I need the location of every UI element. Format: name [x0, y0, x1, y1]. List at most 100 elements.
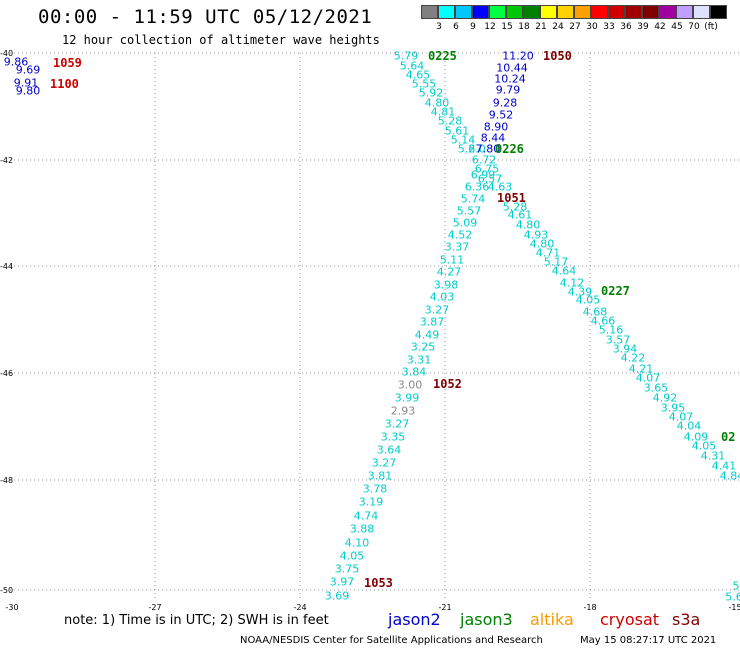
- scale-label: 36: [620, 22, 632, 32]
- wave-height-value: 4.05: [339, 549, 365, 563]
- wave-height-value: 3.99: [394, 391, 420, 405]
- pass-time-label: 1053: [364, 576, 393, 590]
- wave-height-value: 9.28: [492, 96, 518, 110]
- wave-height-value: 8.90: [483, 120, 509, 134]
- legend-entry-jason2: jason2: [388, 610, 441, 629]
- scale-swatch: [506, 5, 523, 19]
- wave-height-value: 3.81: [367, 469, 393, 483]
- latitude-label: -46: [0, 369, 14, 378]
- scale-swatch: [693, 5, 710, 19]
- latitude-label: -42: [0, 156, 14, 165]
- wave-height-value: 5.11: [439, 253, 465, 267]
- footer-note: note: 1) Time is in UTC; 2) SWH is in fe…: [64, 613, 329, 628]
- scale-swatch: [455, 5, 472, 19]
- scale-label: 27: [569, 22, 581, 32]
- wave-height-value: 5.74: [460, 192, 486, 206]
- latitude-label: -48: [0, 476, 14, 485]
- longitude-label: -27: [148, 603, 162, 612]
- wave-height-value: 6.36: [464, 180, 490, 194]
- wave-height-value: 4.63: [487, 180, 513, 194]
- wave-height-value: 4.71: [535, 246, 561, 260]
- wave-height-value: 5.57: [456, 204, 482, 218]
- wave-height-value: 4.68: [582, 305, 608, 319]
- longitude-label: -24: [293, 603, 307, 612]
- wave-height-value: 3.37: [444, 240, 470, 254]
- scale-label: 45: [671, 22, 683, 32]
- wave-height-value: 3.57: [605, 333, 631, 347]
- wave-height-value: 3.65: [643, 381, 669, 395]
- wave-height-value: 9.69: [15, 63, 41, 77]
- scale-swatch: [421, 5, 438, 19]
- wave-height-value: 4.12: [559, 276, 585, 290]
- legend-entry-cryosat: cryosat: [600, 610, 660, 629]
- wave-height-value: 9.80: [15, 84, 41, 98]
- wave-height-value: 4.81: [430, 105, 456, 119]
- pass-time-label: 0227: [601, 284, 630, 298]
- wave-height-value: 3.27: [371, 456, 397, 470]
- pass-time-label: 1100: [50, 77, 79, 91]
- wave-height-value: 3.19: [358, 495, 384, 509]
- longitude-label: -30: [5, 603, 19, 612]
- longitude-label: -15: [728, 603, 740, 612]
- scale-label: 33: [603, 22, 615, 32]
- wave-height-value: 9.91: [13, 76, 39, 90]
- scale-label: 42: [654, 22, 666, 32]
- wave-height-value: 4.80: [424, 96, 450, 110]
- wave-height-value: 3.00: [397, 378, 423, 392]
- pass-time-label: 02: [721, 430, 736, 444]
- wave-height-value: 4.39: [567, 285, 593, 299]
- scale-swatch: [676, 5, 693, 19]
- wave-height-value: 4.65: [405, 68, 431, 82]
- scale-label: 18: [518, 22, 530, 32]
- wave-height-value: 3.69: [324, 589, 350, 603]
- wave-height-value: 5.27: [457, 142, 483, 156]
- wave-height-value: 10.44: [496, 61, 528, 75]
- wave-height-value: 6.72: [471, 153, 497, 167]
- wave-height-value: 4.49: [414, 328, 440, 342]
- wave-height-value: 4.66: [590, 314, 616, 328]
- latitude-label: -50: [0, 586, 14, 595]
- wave-height-value: 4.84: [719, 469, 740, 483]
- wave-height-value: 4.52: [447, 228, 473, 242]
- scale-label: 39: [637, 22, 649, 32]
- pass-time-label: 0226: [495, 142, 524, 156]
- wave-height-value: 3.98: [433, 278, 459, 292]
- wave-height-value: 4.10: [344, 536, 370, 550]
- map-subtitle: 12 hour collection of altimeter wave hei…: [62, 33, 380, 47]
- legend-entry-altika: altika: [530, 610, 574, 629]
- wave-height-value: 4.74: [353, 509, 379, 523]
- wave-height-value: 5.61: [444, 124, 470, 138]
- legend-entry-jason3: jason3: [460, 610, 513, 629]
- scale-swatch: [540, 5, 557, 19]
- wave-height-value: 9.79: [495, 83, 521, 97]
- wave-height-value: 6.75: [474, 162, 500, 176]
- wave-height-value: 10.24: [494, 72, 526, 86]
- generated-timestamp: May 15 08:27:17 UTC 2021: [580, 635, 717, 646]
- scale-label: 70: [688, 22, 700, 32]
- pass-time-label: 1051: [497, 191, 526, 205]
- scale-label: 30: [586, 22, 598, 32]
- wave-height-value: 5.28: [437, 114, 463, 128]
- pass-time-label: 1059: [53, 56, 82, 70]
- wave-height-value: 4.80: [515, 218, 541, 232]
- scale-swatch: [489, 5, 506, 19]
- scale-swatch: [625, 5, 642, 19]
- wave-height-value: 3.27: [384, 417, 410, 431]
- wave-height-value: 3.75: [334, 562, 360, 576]
- wave-height-value: 3.97: [329, 575, 355, 589]
- wave-height-value: 8.44: [480, 131, 506, 145]
- wave-height-value: 3.84: [401, 365, 427, 379]
- wave-height-value: 4.64: [551, 264, 577, 278]
- legend-entry-s3a: s3a: [672, 610, 701, 629]
- scale-label: 6: [453, 22, 459, 32]
- wave-height-value: 4.22: [620, 351, 646, 365]
- scale-swatch: [472, 5, 489, 19]
- wave-height-value: 3.78: [362, 482, 388, 496]
- longitude-label: -21: [438, 603, 452, 612]
- latitude-label: -40: [0, 49, 14, 58]
- wave-height-value: 4.09: [683, 430, 709, 444]
- wave-height-value: 9.52: [488, 108, 514, 122]
- wave-height-value: 5.16: [598, 323, 624, 337]
- scale-swatch: [608, 5, 625, 19]
